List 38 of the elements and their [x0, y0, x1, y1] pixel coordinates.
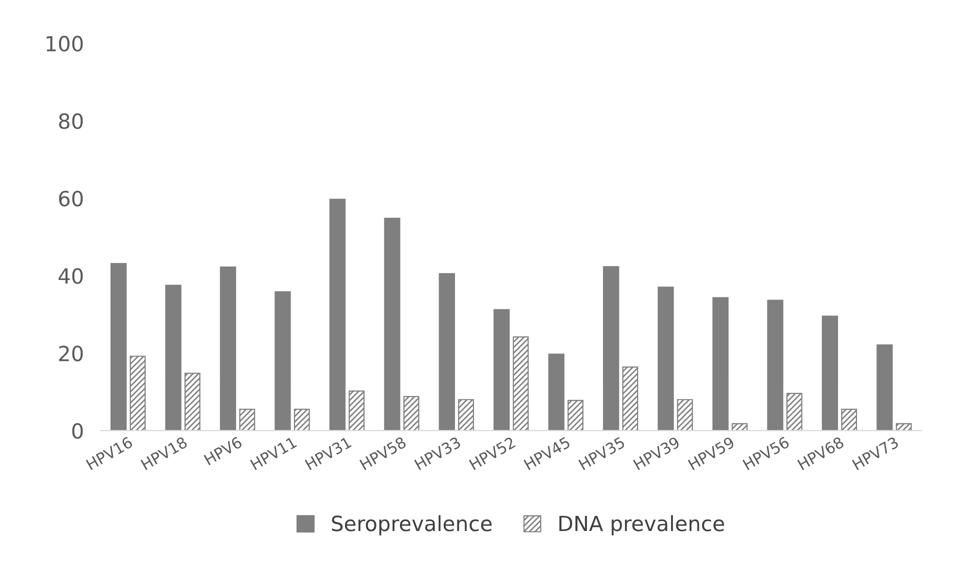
bar [896, 423, 912, 431]
bar [438, 273, 455, 431]
bar [712, 297, 729, 431]
y-tick-label: 60 [59, 190, 83, 206]
bar [130, 356, 146, 431]
bar [458, 399, 474, 431]
bar [841, 408, 858, 431]
bar [786, 392, 802, 431]
y-tick-label: 20 [59, 346, 83, 362]
bar [220, 266, 236, 431]
bar [165, 284, 182, 431]
bar [767, 300, 784, 431]
y-tick-label: 80 [59, 113, 83, 130]
bar [548, 354, 564, 431]
bar [329, 198, 346, 431]
bar [876, 344, 893, 431]
y-tick-label: 100 [46, 36, 83, 52]
bar [239, 408, 256, 431]
bar [294, 408, 310, 431]
legend-label: DNA prevalence [559, 515, 724, 536]
bar [512, 336, 529, 431]
y-tick-label: 40 [58, 268, 83, 284]
bar [348, 390, 365, 431]
bar [494, 309, 510, 431]
bar [602, 266, 620, 431]
bar [110, 263, 127, 431]
bar [384, 218, 400, 431]
bar [732, 423, 748, 431]
y-tick-label: 0 [72, 423, 83, 439]
bar [403, 396, 420, 431]
bar [676, 399, 693, 431]
bar [822, 316, 838, 431]
bar [568, 400, 584, 431]
bar [658, 286, 674, 431]
bar [622, 366, 638, 431]
bar [274, 291, 291, 431]
bar [184, 372, 200, 431]
legend-label: Seroprevalence [332, 515, 492, 536]
